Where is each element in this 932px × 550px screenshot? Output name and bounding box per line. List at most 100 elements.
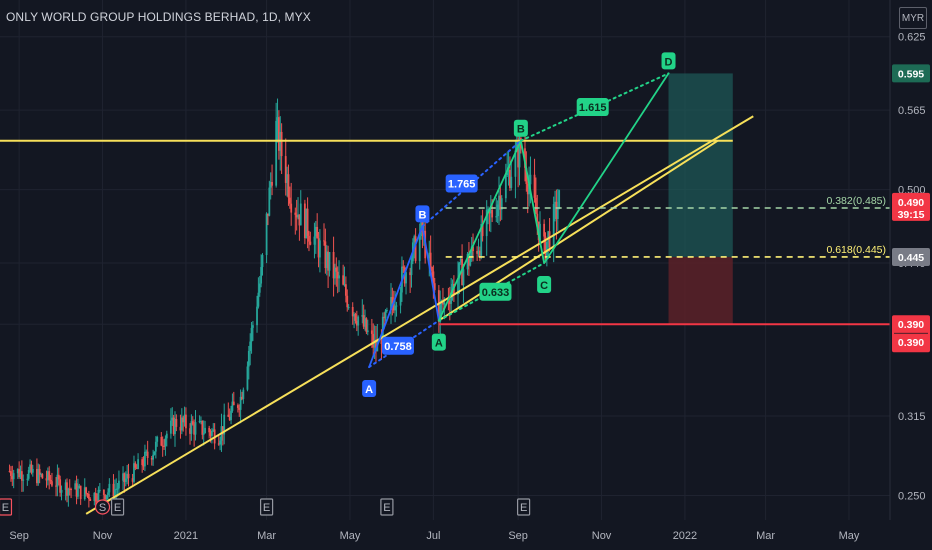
candle-body [169, 420, 172, 434]
candle-body [79, 485, 82, 500]
candle-body [260, 267, 263, 284]
green-leg-ab [437, 139, 522, 322]
candle-body [38, 468, 41, 475]
ratio-box-3: 1.615 [576, 98, 609, 117]
candle-body [27, 470, 30, 479]
candle-73 [146, 440, 149, 465]
event-marker-e-3: E [259, 498, 274, 516]
candle-body [305, 208, 308, 239]
candle-138 [271, 164, 273, 196]
candle-64 [131, 473, 134, 488]
stop-zone [668, 256, 733, 325]
candle-65 [133, 455, 135, 484]
candle-body [544, 236, 547, 260]
y-tick-0: 0.625 [898, 32, 926, 44]
candle-body [504, 175, 507, 199]
candle-156 [306, 197, 309, 249]
candle-body [489, 209, 492, 214]
candle-body [113, 489, 116, 497]
candle-body [306, 208, 309, 236]
candle-134 [265, 212, 268, 264]
candle-body [332, 252, 335, 279]
ratio-label: 0.758 [384, 341, 412, 353]
candle-body [290, 203, 293, 213]
candle-body [506, 172, 509, 176]
candle-284 [552, 196, 555, 263]
candle-279 [543, 219, 546, 255]
candle-38 [79, 485, 82, 505]
candle-204 [399, 286, 402, 314]
event-badge [380, 498, 394, 516]
x-axis-bg [0, 520, 932, 550]
event-badge [110, 498, 125, 516]
candle-body [31, 468, 34, 473]
candle-body [317, 238, 320, 258]
candle-body [509, 169, 511, 188]
candle-body [275, 120, 278, 186]
candle-159 [313, 222, 316, 259]
candle-body [498, 195, 500, 205]
candle-body [500, 198, 503, 210]
candle-body [185, 414, 187, 429]
ratio-bg [381, 336, 414, 355]
candle-43 [89, 497, 92, 501]
candle-39 [83, 478, 86, 501]
candle-84 [169, 408, 172, 439]
candle-2 [11, 465, 14, 486]
price-label-bg [892, 247, 930, 266]
fib-label-0: 0.382(0.485) [826, 195, 886, 207]
candle-101 [201, 420, 204, 440]
candle-body [391, 297, 394, 304]
price-label-bg [892, 64, 930, 83]
event-marker-e-0: E [0, 498, 13, 516]
candle-body [239, 396, 242, 410]
candle-227 [442, 287, 444, 312]
candle-262 [509, 156, 511, 191]
candle-223 [433, 277, 436, 293]
blue-leg-bc [421, 225, 440, 322]
currency-button[interactable]: MYR [899, 7, 927, 29]
candle-5 [18, 461, 21, 479]
candle-body [533, 174, 536, 198]
candle-body [366, 330, 369, 333]
candle-body [191, 421, 194, 425]
candle-body [478, 250, 481, 256]
candle-body [496, 204, 499, 217]
candle-body [77, 488, 79, 497]
candle-body [428, 252, 431, 259]
candle-254 [495, 197, 498, 223]
candle-170 [334, 263, 336, 285]
candle-body [437, 290, 440, 322]
candle-body [319, 240, 321, 258]
event-letter: E [520, 502, 527, 514]
x-tick-8: 2022 [673, 530, 697, 542]
price-label-target: 0.595 [892, 64, 930, 83]
candle-90 [180, 408, 183, 435]
candle-245 [477, 238, 480, 257]
candle-25 [56, 464, 59, 497]
candle-body [268, 187, 271, 216]
price-label-value: 0.390 [898, 319, 924, 331]
candle-body [555, 201, 558, 219]
candle-220 [429, 235, 432, 271]
candle-body [413, 236, 416, 243]
ratio-box-2: 0.633 [479, 282, 512, 301]
candle-259 [504, 163, 507, 203]
candle-22 [49, 475, 52, 485]
candle-body [517, 142, 520, 168]
candle-body [175, 419, 178, 427]
candle-body [86, 493, 89, 495]
candle-body [212, 429, 215, 431]
candle-112 [221, 426, 224, 446]
candle-13 [31, 464, 34, 477]
trendline-0 [85, 115, 754, 515]
x-tick-2: 2021 [174, 530, 198, 542]
price-label-value: 0.490 [898, 197, 924, 209]
ratio-box-0: 0.758 [381, 336, 414, 355]
price-label-bg [892, 315, 930, 353]
candle-body [163, 446, 165, 448]
candle-body [247, 350, 250, 367]
candle-body [26, 478, 29, 480]
